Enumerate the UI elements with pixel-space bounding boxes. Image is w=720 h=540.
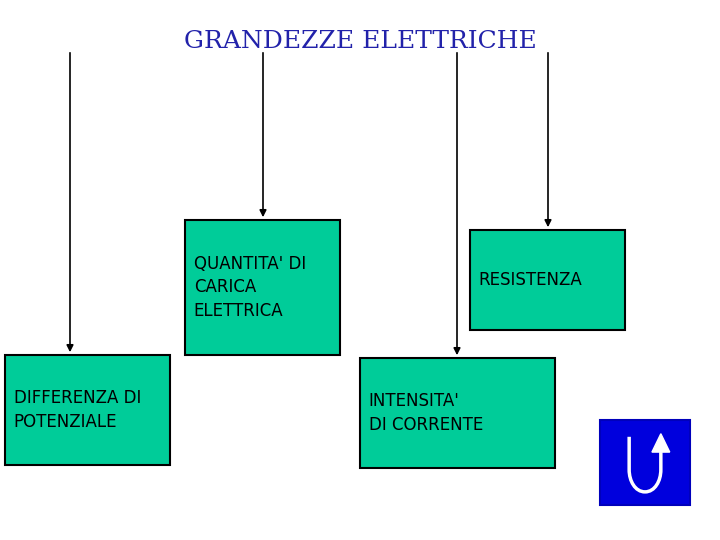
FancyBboxPatch shape	[5, 355, 170, 465]
FancyBboxPatch shape	[360, 358, 555, 468]
FancyBboxPatch shape	[600, 420, 690, 505]
Text: INTENSITA'
DI CORRENTE: INTENSITA' DI CORRENTE	[369, 392, 483, 434]
FancyBboxPatch shape	[185, 220, 340, 355]
PathPatch shape	[652, 434, 670, 452]
Text: QUANTITA' DI
CARICA
ELETTRICA: QUANTITA' DI CARICA ELETTRICA	[194, 255, 306, 320]
Text: DIFFERENZA DI
POTENZIALE: DIFFERENZA DI POTENZIALE	[14, 389, 141, 431]
Text: RESISTENZA: RESISTENZA	[479, 271, 582, 289]
FancyBboxPatch shape	[470, 230, 625, 330]
Text: GRANDEZZE ELETTRICHE: GRANDEZZE ELETTRICHE	[184, 30, 536, 53]
